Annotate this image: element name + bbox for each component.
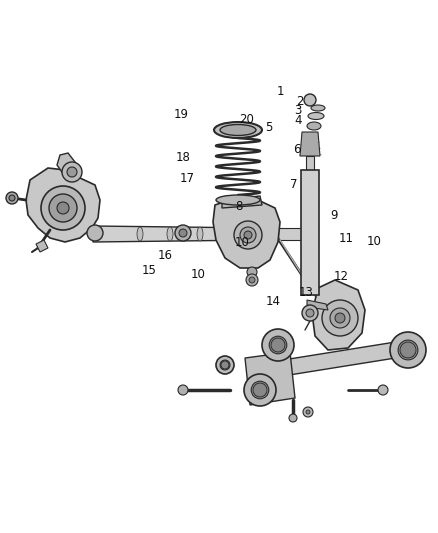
- Ellipse shape: [311, 105, 325, 111]
- Circle shape: [262, 329, 294, 361]
- Circle shape: [330, 308, 350, 328]
- Text: 10: 10: [235, 236, 250, 249]
- Text: 12: 12: [333, 270, 348, 282]
- Ellipse shape: [308, 112, 324, 119]
- Polygon shape: [312, 280, 365, 350]
- Circle shape: [335, 313, 345, 323]
- Polygon shape: [36, 240, 48, 252]
- Circle shape: [253, 383, 267, 397]
- Circle shape: [400, 342, 416, 358]
- Polygon shape: [258, 340, 408, 380]
- Circle shape: [216, 356, 234, 374]
- Text: 13: 13: [299, 286, 314, 298]
- Text: 3: 3: [294, 104, 301, 117]
- Text: 11: 11: [339, 232, 353, 245]
- Circle shape: [41, 186, 85, 230]
- Circle shape: [306, 309, 314, 317]
- Text: 6: 6: [293, 143, 301, 156]
- Text: 20: 20: [239, 114, 254, 126]
- Circle shape: [6, 192, 18, 204]
- Circle shape: [249, 277, 255, 283]
- Circle shape: [244, 231, 252, 239]
- Polygon shape: [93, 226, 262, 242]
- Circle shape: [306, 410, 310, 414]
- Polygon shape: [262, 228, 310, 240]
- Text: 5: 5: [265, 122, 272, 134]
- Circle shape: [322, 300, 358, 336]
- Circle shape: [178, 385, 188, 395]
- Circle shape: [57, 202, 69, 214]
- Ellipse shape: [167, 227, 173, 241]
- Circle shape: [246, 274, 258, 286]
- Text: 7: 7: [290, 179, 297, 191]
- Text: 18: 18: [176, 151, 191, 164]
- Circle shape: [303, 407, 313, 417]
- Circle shape: [247, 267, 257, 277]
- Polygon shape: [57, 153, 75, 175]
- Bar: [301, 170, 319, 295]
- Circle shape: [87, 225, 103, 241]
- Ellipse shape: [197, 227, 203, 241]
- Ellipse shape: [216, 195, 260, 205]
- Text: 8: 8: [235, 200, 242, 213]
- Text: 16: 16: [158, 249, 173, 262]
- Circle shape: [244, 374, 276, 406]
- Polygon shape: [300, 132, 320, 156]
- Text: 9: 9: [330, 209, 338, 222]
- Text: 17: 17: [180, 172, 195, 185]
- Ellipse shape: [220, 125, 256, 135]
- Circle shape: [304, 94, 316, 106]
- Circle shape: [240, 227, 256, 243]
- Text: 1: 1: [276, 85, 284, 98]
- Circle shape: [175, 225, 191, 241]
- Circle shape: [179, 229, 187, 237]
- Circle shape: [271, 338, 285, 352]
- Text: 14: 14: [265, 295, 280, 308]
- Circle shape: [234, 221, 262, 249]
- Bar: [306, 156, 314, 170]
- Ellipse shape: [307, 122, 321, 130]
- Polygon shape: [222, 196, 262, 208]
- Circle shape: [302, 305, 318, 321]
- Text: 10: 10: [367, 235, 382, 248]
- Text: 2: 2: [296, 95, 304, 108]
- Circle shape: [378, 385, 388, 395]
- Text: 15: 15: [141, 264, 156, 277]
- Circle shape: [49, 194, 77, 222]
- Text: 4: 4: [294, 114, 302, 127]
- Ellipse shape: [214, 122, 262, 138]
- Circle shape: [220, 360, 230, 370]
- Circle shape: [9, 195, 15, 201]
- Circle shape: [62, 162, 82, 182]
- Ellipse shape: [137, 227, 143, 241]
- Polygon shape: [26, 168, 100, 242]
- Circle shape: [251, 381, 269, 399]
- Circle shape: [289, 414, 297, 422]
- Polygon shape: [307, 300, 328, 310]
- Text: 19: 19: [173, 108, 188, 121]
- Circle shape: [221, 361, 229, 369]
- Polygon shape: [245, 352, 295, 405]
- Circle shape: [67, 167, 77, 177]
- Polygon shape: [213, 198, 280, 268]
- Circle shape: [390, 332, 426, 368]
- Circle shape: [269, 336, 287, 354]
- Text: 10: 10: [191, 268, 206, 281]
- Circle shape: [398, 340, 418, 360]
